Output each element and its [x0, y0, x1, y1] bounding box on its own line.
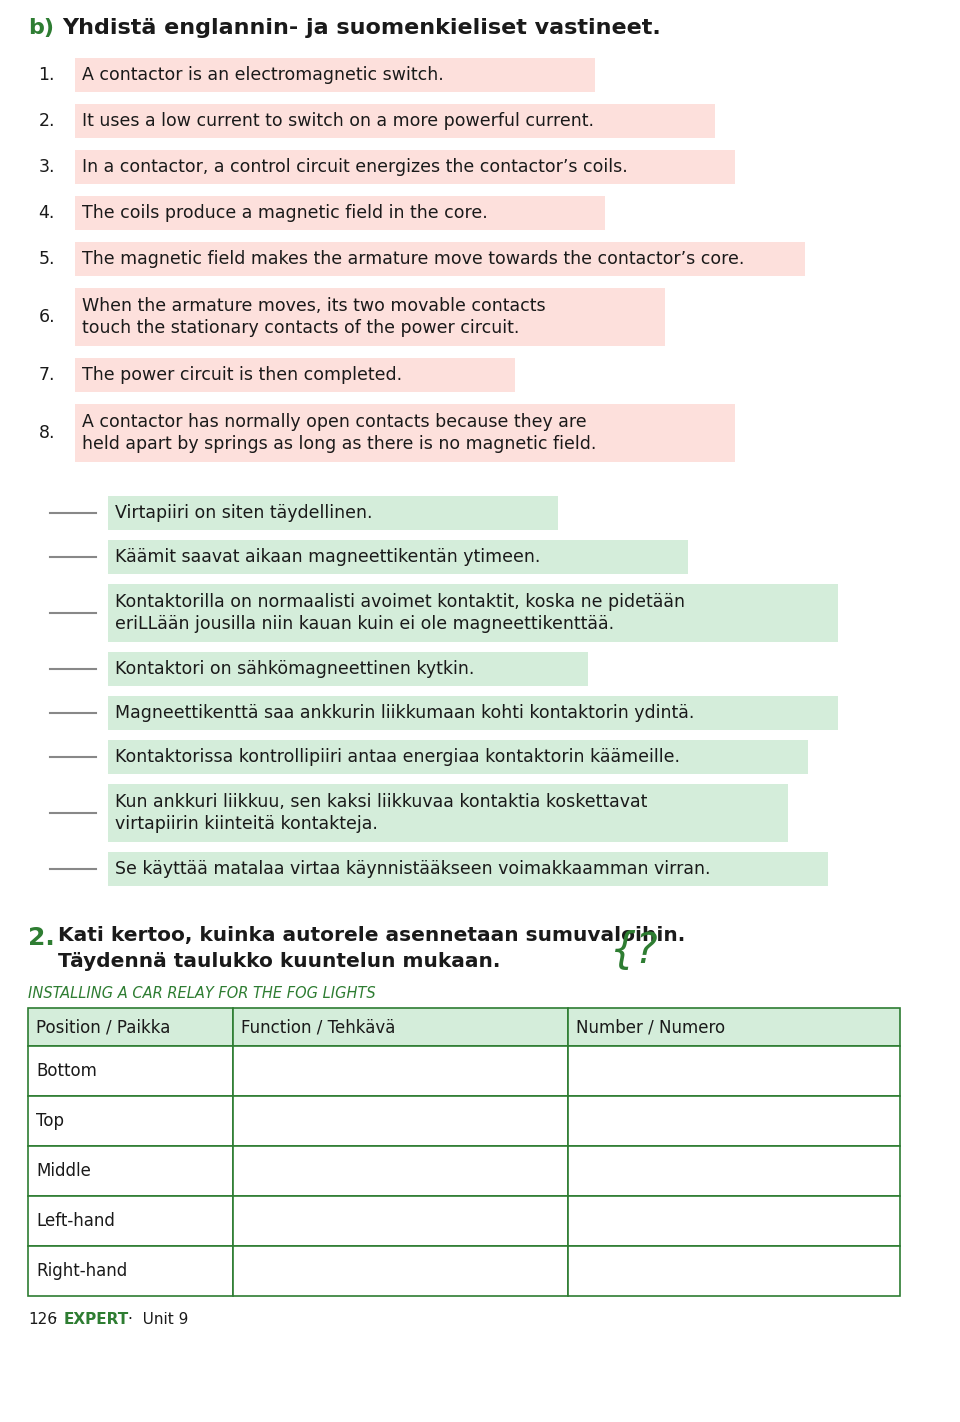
Text: Bottom: Bottom: [36, 1062, 97, 1079]
FancyBboxPatch shape: [28, 1196, 233, 1246]
FancyBboxPatch shape: [75, 289, 665, 346]
Text: Kontaktorilla on normaalisti avoimet kontaktit, koska ne pidetään
eriLLään jousi: Kontaktorilla on normaalisti avoimet kon…: [115, 593, 685, 633]
Text: Kati kertoo, kuinka autorele asennetaan sumuvaloihin.: Kati kertoo, kuinka autorele asennetaan …: [58, 926, 685, 946]
Text: 3.: 3.: [38, 158, 55, 176]
FancyBboxPatch shape: [28, 1146, 233, 1196]
FancyBboxPatch shape: [233, 1246, 568, 1295]
Text: Kun ankkuri liikkuu, sen kaksi liikkuvaa kontaktia koskettavat
virtapiirin kiint: Kun ankkuri liikkuu, sen kaksi liikkuvaa…: [115, 792, 647, 833]
Text: Yhdistä englannin- ja suomenkieliset vastineet.: Yhdistä englannin- ja suomenkieliset vas…: [62, 18, 660, 38]
FancyBboxPatch shape: [108, 496, 558, 530]
Text: Position / Paikka: Position / Paikka: [36, 1018, 170, 1037]
Text: Kontaktorissa kontrollipiiri antaa energiaa kontaktorin käämeille.: Kontaktorissa kontrollipiiri antaa energ…: [115, 748, 680, 766]
Text: INSTALLING A CAR RELAY FOR THE FOG LIGHTS: INSTALLING A CAR RELAY FOR THE FOG LIGHT…: [28, 985, 375, 1001]
FancyBboxPatch shape: [108, 784, 788, 842]
FancyBboxPatch shape: [28, 1096, 233, 1146]
Text: 5.: 5.: [38, 250, 55, 267]
Text: The coils produce a magnetic field in the core.: The coils produce a magnetic field in th…: [82, 203, 488, 222]
Text: 6.: 6.: [38, 309, 55, 326]
Text: The power circuit is then completed.: The power circuit is then completed.: [82, 365, 402, 384]
Text: 2.: 2.: [28, 926, 55, 950]
FancyBboxPatch shape: [568, 1096, 900, 1146]
FancyBboxPatch shape: [108, 540, 688, 574]
FancyBboxPatch shape: [568, 1246, 900, 1295]
FancyBboxPatch shape: [28, 1008, 233, 1047]
FancyBboxPatch shape: [108, 739, 808, 774]
FancyBboxPatch shape: [233, 1008, 568, 1047]
Text: Kontaktori on sähkömagneettinen kytkin.: Kontaktori on sähkömagneettinen kytkin.: [115, 660, 474, 678]
Text: 4.: 4.: [38, 203, 55, 222]
FancyBboxPatch shape: [75, 104, 715, 138]
Text: 126: 126: [28, 1313, 57, 1327]
Text: A contactor has normally open contacts because they are
held apart by springs as: A contactor has normally open contacts b…: [82, 412, 596, 454]
FancyBboxPatch shape: [75, 358, 515, 392]
Text: Käämit saavat aikaan magneettikentän ytimeen.: Käämit saavat aikaan magneettikentän yti…: [115, 547, 540, 566]
FancyBboxPatch shape: [233, 1146, 568, 1196]
Text: Se käyttää matalaa virtaa käynnistääkseen voimakkaamman virran.: Se käyttää matalaa virtaa käynnistääksee…: [115, 860, 710, 877]
FancyBboxPatch shape: [108, 584, 838, 641]
Text: In a contactor, a control circuit energizes the contactor’s coils.: In a contactor, a control circuit energi…: [82, 158, 628, 176]
FancyBboxPatch shape: [568, 1047, 900, 1096]
FancyBboxPatch shape: [75, 404, 735, 462]
FancyBboxPatch shape: [568, 1008, 900, 1047]
Text: The magnetic field makes the armature move towards the contactor’s core.: The magnetic field makes the armature mo…: [82, 250, 744, 267]
Text: {?: {?: [610, 930, 659, 973]
Text: Täydennä taulukko kuuntelun mukaan.: Täydennä taulukko kuuntelun mukaan.: [58, 951, 500, 971]
Text: 7.: 7.: [38, 365, 55, 384]
Text: EXPERT: EXPERT: [64, 1313, 130, 1327]
Text: 1.: 1.: [38, 65, 55, 84]
Text: b): b): [28, 18, 54, 38]
FancyBboxPatch shape: [28, 1047, 233, 1096]
FancyBboxPatch shape: [75, 58, 595, 92]
Text: Magneettikenttä saa ankkurin liikkumaan kohti kontaktorin ydintä.: Magneettikenttä saa ankkurin liikkumaan …: [115, 704, 694, 722]
FancyBboxPatch shape: [28, 1246, 233, 1295]
Text: A contactor is an electromagnetic switch.: A contactor is an electromagnetic switch…: [82, 65, 444, 84]
FancyBboxPatch shape: [233, 1047, 568, 1096]
Text: Number / Numero: Number / Numero: [576, 1018, 725, 1037]
Text: Left-hand: Left-hand: [36, 1212, 115, 1230]
Text: Function / Tehkävä: Function / Tehkävä: [241, 1018, 396, 1037]
FancyBboxPatch shape: [568, 1146, 900, 1196]
Text: 8.: 8.: [38, 424, 55, 442]
Text: ·  Unit 9: · Unit 9: [128, 1313, 188, 1327]
FancyBboxPatch shape: [75, 242, 805, 276]
FancyBboxPatch shape: [233, 1096, 568, 1146]
FancyBboxPatch shape: [108, 852, 828, 886]
Text: It uses a low current to switch on a more powerful current.: It uses a low current to switch on a mor…: [82, 112, 594, 129]
FancyBboxPatch shape: [108, 653, 588, 685]
FancyBboxPatch shape: [75, 196, 605, 230]
Text: ·: ·: [52, 1313, 57, 1327]
Text: Top: Top: [36, 1112, 64, 1130]
Text: Middle: Middle: [36, 1162, 91, 1180]
FancyBboxPatch shape: [568, 1196, 900, 1246]
Text: When the armature moves, its two movable contacts
touch the stationary contacts : When the armature moves, its two movable…: [82, 297, 545, 337]
FancyBboxPatch shape: [108, 695, 838, 729]
Text: Right-hand: Right-hand: [36, 1261, 128, 1280]
FancyBboxPatch shape: [233, 1196, 568, 1246]
Text: 2.: 2.: [38, 112, 55, 129]
Text: Virtapiiri on siten täydellinen.: Virtapiiri on siten täydellinen.: [115, 503, 372, 522]
FancyBboxPatch shape: [75, 149, 735, 183]
